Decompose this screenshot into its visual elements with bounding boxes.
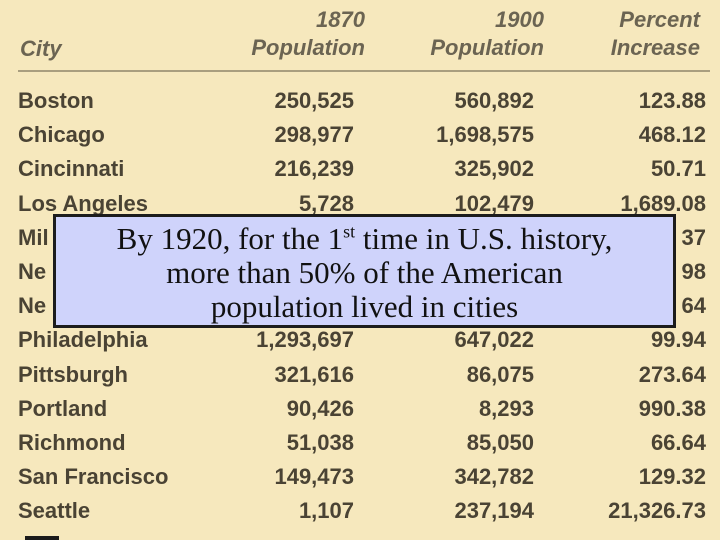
header-1870-population: 1870 Population [251,6,365,62]
cell-percent-increase: 98 [681,259,706,284]
cell-city: Richmond [18,430,126,455]
cell-1900-population: 86,075 [466,361,534,387]
cell-1900-population: 1,698,575 [436,122,534,148]
cell-1870-population: 250,525 [274,88,354,113]
cell-1870-population: 149,473 [274,464,354,490]
table-row: Chicago 298,977 1,698,575 468.12 [0,118,720,152]
cell-percent-increase: 123.88 [638,88,706,113]
callout-text-1b: time in U.S. history, [355,221,613,256]
cell-1900-population: 647,022 [454,327,534,353]
cell-1900-population: 102,479 [454,190,534,216]
cell-1870-population: 1,293,697 [256,327,354,353]
callout-line-2: more than 50% of the American [166,255,563,290]
cell-percent-increase: 64 [681,293,706,319]
table-row: Seattle 1,107 237,194 21,326.73 [0,494,720,528]
cell-city: Ne [18,293,47,319]
cell-percent-increase: 468.12 [638,122,706,148]
cell-city: Cincinnati [18,156,125,182]
table-row: Pittsburgh 321,616 86,075 273.64 [0,358,720,392]
cell-percent-increase: 129.32 [638,464,706,490]
callout-superscript: st [343,221,356,242]
header-percent-line2: Increase [610,35,700,60]
cell-percent-increase: 21,326.73 [608,498,706,524]
cell-1870-population: 90,426 [286,395,354,421]
cell-city: Seattle [18,498,91,524]
slide-footer-mark [25,536,59,540]
cell-city: San Francisco [18,464,169,490]
cell-percent-increase: 273.64 [638,361,706,387]
header-1870-year: 1870 [316,7,365,32]
cell-city: Mil [18,224,49,250]
cell-1900-population: 342,782 [454,464,534,490]
cell-percent-increase: 99.94 [650,327,706,353]
cell-city: Chicago [18,122,105,148]
cell-1900-population: 325,902 [454,156,534,182]
header-divider [18,70,710,72]
callout-line-3: population lived in cities [210,289,519,324]
cell-percent-increase: 990.38 [638,395,706,421]
cell-city: Boston [18,88,94,113]
cell-city: Ne [18,259,47,284]
cell-percent-increase: 37 [681,224,706,250]
cell-1870-population: 1,107 [298,498,354,524]
table-row: Los Angeles 5,728 102,479 1,689.08 [0,187,720,221]
cell-percent-increase: 50.71 [650,156,706,182]
cell-city: Pittsburgh [18,361,128,387]
header-1900-population: 1900 Population [430,6,544,62]
header-city: City [20,36,62,61]
table-row: Ne 64 [0,289,720,323]
callout-box: By 1920, for the 1st time in U.S. histor… [53,214,676,328]
cell-city: Philadelphia [18,327,148,353]
header-1900-label: Population [430,35,544,60]
header-1870-label: Population [251,35,365,60]
cell-city: Los Angeles [18,190,148,216]
cell-1900-population: 560,892 [454,88,534,113]
cell-1900-population: 237,194 [454,498,534,524]
table-row: Portland 90,426 8,293 990.38 [0,392,720,426]
header-percent-line1: Percent [619,7,700,32]
header-percent-increase: Percent Increase [611,6,700,62]
callout-text-1a: By 1920, for the 1 [116,221,344,256]
table-row: Cincinnati 216,239 325,902 50.71 [0,152,720,186]
table-row: Richmond 51,038 85,050 66.64 [0,426,720,460]
table-row: San Francisco 149,473 342,782 129.32 [0,460,720,494]
cell-1870-population: 321,616 [274,361,354,387]
cell-city: Portland [18,395,108,421]
table-row: Ne 98 [0,255,720,289]
header-1900-year: 1900 [495,7,544,32]
cell-1870-population: 216,239 [274,156,354,182]
table-row: Mil 37 [0,221,720,255]
callout-line-1: By 1920, for the 1st time in U.S. histor… [56,222,673,256]
table-row: Philadelphia 1,293,697 647,022 99.94 [0,323,720,357]
cell-1870-population: 51,038 [286,430,354,455]
cell-percent-increase: 66.64 [650,430,706,455]
table-row: Boston 250,525 560,892 123.88 [0,84,720,118]
cell-1900-population: 8,293 [478,395,534,421]
cell-percent-increase: 1,689.08 [620,190,706,216]
cell-1900-population: 85,050 [466,430,534,455]
cell-1870-population: 5,728 [298,190,354,216]
cell-1870-population: 298,977 [274,122,354,148]
